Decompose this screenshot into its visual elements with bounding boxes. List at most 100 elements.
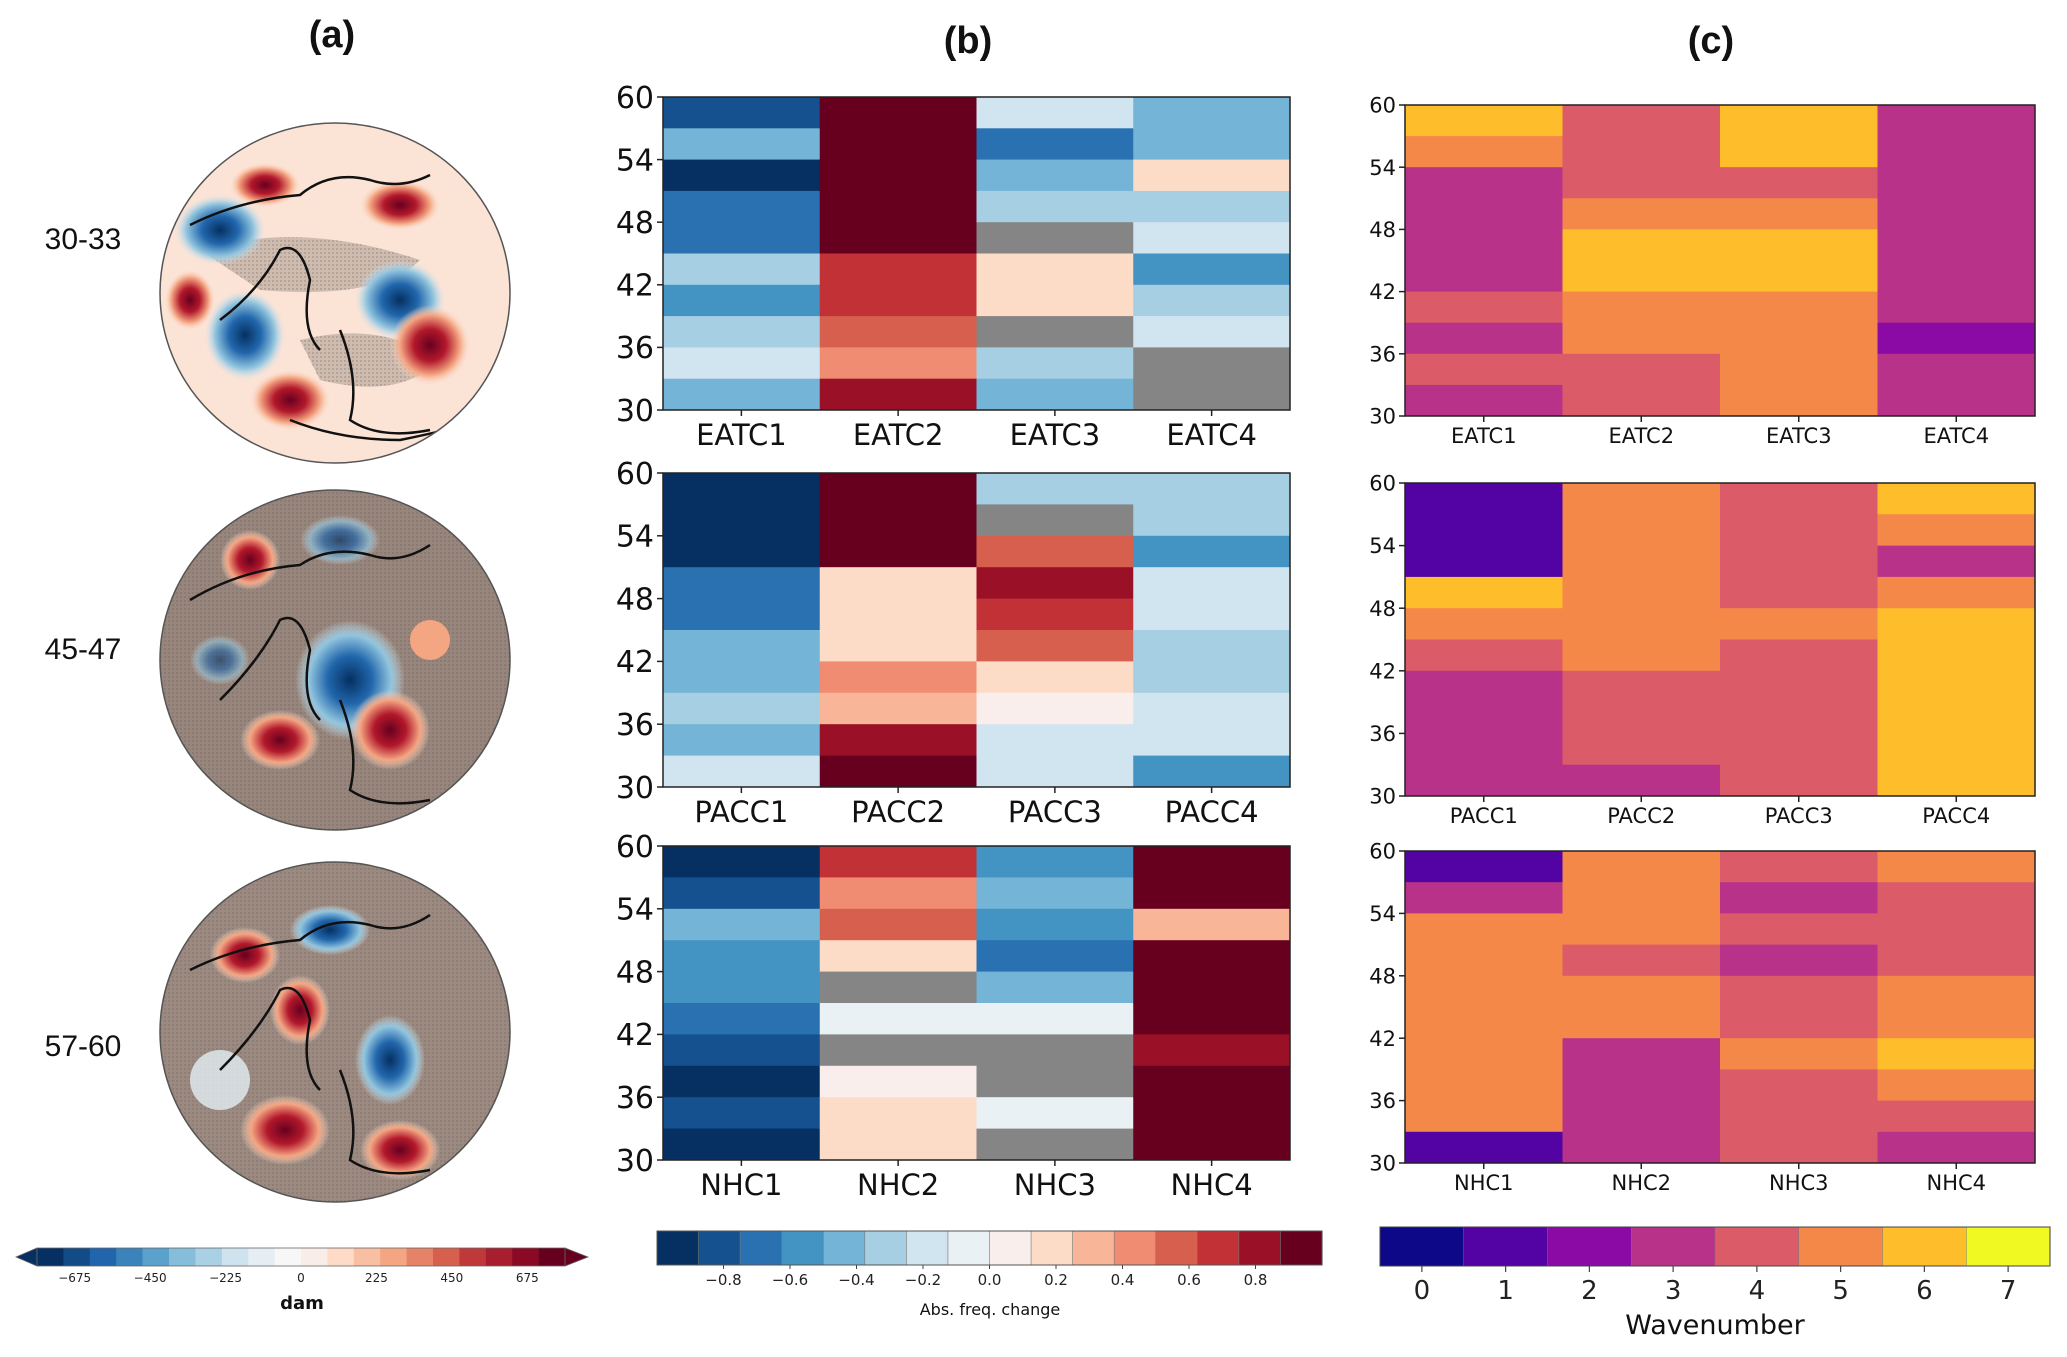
heatmap-cell: [663, 567, 821, 600]
heatmap-cell: [1405, 764, 1563, 797]
heatmap-cell: [819, 940, 977, 973]
x-tick-label: NHC4: [1926, 1171, 1986, 1195]
heatmap-cell: [1133, 222, 1291, 254]
colorbar-a-tick-label: 225: [365, 1271, 388, 1285]
heatmap-cell: [1562, 944, 1721, 977]
colorbar-b-tick-label: 0.4: [1111, 1271, 1135, 1289]
colorbar-b-swatch: [1030, 1230, 1074, 1266]
heatmap-cell: [1133, 1034, 1291, 1067]
heatmap-cell: [1720, 764, 1878, 797]
colorbar-b-swatch: [781, 1230, 824, 1266]
heatmap-cell: [1133, 159, 1291, 192]
colorbar-a-swatch: [301, 1248, 328, 1266]
y-tick-label: 30: [616, 394, 654, 429]
colorbar-b-swatch: [864, 1230, 907, 1266]
heatmap-cell: [976, 971, 1134, 1004]
heatmap-cell: [1562, 545, 1721, 578]
x-tick-label: PACC2: [1607, 804, 1675, 828]
y-tick-label: 60: [1369, 94, 1396, 118]
heatmap-cell: [1877, 1007, 2036, 1039]
heatmap-cell: [1877, 105, 2036, 137]
heatmap-cell: [1877, 514, 2036, 547]
heatmap-cell: [819, 190, 977, 223]
heatmap-cell: [976, 253, 1134, 286]
heatmap-cell: [1877, 1069, 2036, 1102]
y-tick-label: 42: [1369, 659, 1396, 683]
colorbar-b-swatch: [1238, 1230, 1282, 1266]
colorbar-a-swatch: [353, 1248, 381, 1266]
colorbar-b-swatch: [739, 1230, 783, 1266]
heatmap-cell: [1562, 639, 1721, 672]
y-tick-label: 48: [1369, 964, 1396, 988]
heatmap-cell: [1877, 639, 2036, 672]
colorbar-a-tick-label: 450: [440, 1271, 463, 1285]
y-tick-label: 48: [1369, 218, 1396, 242]
heatmap-cell: [1877, 944, 2036, 977]
heatmap-cell: [1720, 944, 1878, 977]
heatmap-cell: [1720, 1038, 1878, 1070]
heatmap-cell: [1133, 1003, 1291, 1035]
heatmap-b-nhc: 30 36 42 48 54 60 NHC1 NHC2 NHC3 NHC4: [616, 830, 1291, 1202]
heatmap-cell: [819, 598, 977, 631]
heatmap-cell: [1877, 733, 2036, 766]
heatmap-cell: [663, 1097, 821, 1130]
heatmap-cell: [1133, 347, 1291, 380]
colorbar-b-swatch: [1280, 1230, 1323, 1266]
colorbar-a-swatch: [538, 1248, 566, 1266]
colorbar-b-tick-label: −0.2: [905, 1271, 941, 1289]
heatmap-cell: [1133, 1097, 1291, 1130]
heatmap-cell: [1133, 1065, 1291, 1098]
heatmap-cell: [1877, 260, 2036, 293]
heatmap-cell: [1720, 1100, 1878, 1133]
colorbar-c-swatch: [1379, 1226, 1465, 1267]
y-tick-label: 36: [616, 708, 654, 743]
heatmap-cell: [1562, 975, 1721, 1008]
heatmap-c-pacc: 30 36 42 48 54 60 PACC1 PACC2 PACC3 PACC4: [1369, 472, 2036, 828]
heatmap-cell: [1562, 291, 1721, 324]
heatmap-cell: [1562, 167, 1721, 199]
heatmap-cell: [1562, 322, 1721, 355]
x-tick-label: EATC2: [1608, 424, 1674, 448]
heatmap-cell: [1562, 913, 1721, 946]
x-tick-label: EATC3: [1766, 424, 1832, 448]
y-tick-label: 42: [616, 645, 654, 680]
heatmap-cell: [976, 846, 1134, 878]
heatmap-cell: [1720, 1069, 1878, 1102]
heatmap-cell: [819, 724, 977, 757]
x-tick-label: NHC4: [1171, 1168, 1253, 1202]
colorbar-a-swatch: [459, 1248, 487, 1266]
y-tick-label: 48: [616, 955, 654, 990]
colorbar-b-label: Abs. freq. change: [919, 1300, 1061, 1319]
heatmap-cell: [1562, 764, 1721, 797]
heatmap-cell: [819, 1003, 977, 1035]
heatmap-cell: [1720, 1007, 1878, 1039]
heatmap-cell: [663, 846, 821, 878]
heatmap-cell: [1720, 1131, 1878, 1164]
heatmap-cell: [1720, 851, 1878, 883]
heatmap-cell: [819, 378, 977, 411]
colorbar-c-tick-label: 6: [1916, 1276, 1933, 1300]
colorbar-b-tick-label: −0.8: [705, 1271, 741, 1289]
heatmap-cell: [663, 190, 821, 223]
heatmap-cell: [1405, 1007, 1563, 1039]
heatmap-cell: [1405, 670, 1563, 703]
x-tick-label: NHC2: [857, 1168, 939, 1202]
heatmap-cell: [663, 473, 821, 505]
heatmap-cell: [1405, 639, 1563, 672]
heatmap-cell: [1720, 384, 1878, 417]
heatmap-cell: [1877, 764, 2036, 797]
x-tick-label: PACC2: [851, 795, 945, 829]
heatmap-cell: [1720, 882, 1878, 914]
panel-b-title: (b): [943, 20, 993, 62]
y-tick-label: 48: [616, 206, 654, 241]
colorbar-b-swatch: [1197, 1230, 1240, 1266]
heatmap-cell: [1405, 322, 1563, 355]
heatmap-cell: [1562, 670, 1721, 703]
heatmap-cell: [1720, 702, 1878, 734]
colorbar-b-tick-label: 0.2: [1044, 1271, 1068, 1289]
heatmap-cell: [1877, 1038, 2036, 1070]
panel-c-title: (c): [1687, 20, 1735, 62]
heatmap-cell: [1133, 253, 1291, 286]
heatmap-cell: [819, 661, 977, 694]
heatmap-cell: [1877, 353, 2036, 386]
